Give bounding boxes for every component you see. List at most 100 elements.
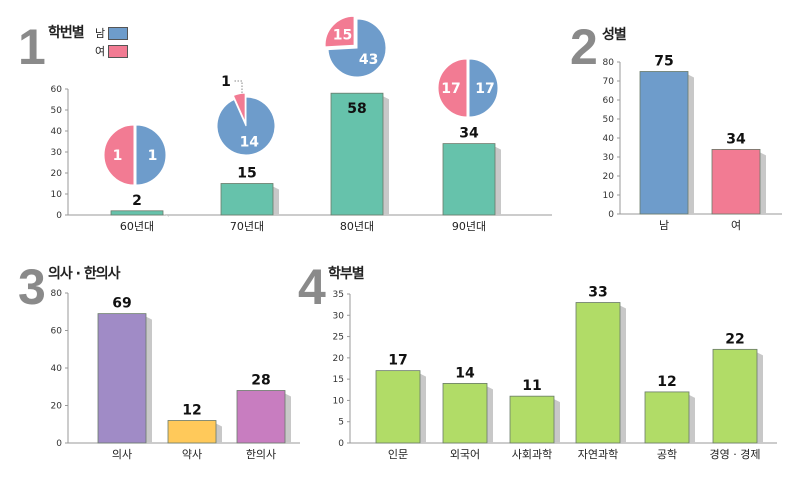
y-tick-label: 60	[51, 85, 63, 95]
y-tick-label: 15	[333, 375, 344, 385]
bar-shadow	[273, 186, 279, 215]
bar-value-label: 12	[657, 374, 676, 390]
y-tick-label: 0	[338, 439, 344, 449]
bar-shadow	[163, 213, 169, 217]
bar-shadow	[146, 316, 152, 443]
bar-value-label: 2	[132, 193, 142, 209]
y-tick-label: 40	[603, 134, 615, 144]
category-label: 60년대	[120, 220, 154, 233]
bar-shadow	[495, 146, 501, 215]
bar	[575, 302, 621, 444]
category-label: 여	[731, 219, 741, 232]
bar-shadow	[620, 305, 626, 443]
bar	[712, 348, 758, 444]
category-label: 외국어	[450, 448, 480, 461]
legend-male: 남	[95, 25, 129, 41]
pie-slice-female	[437, 58, 468, 118]
y-tick-label: 50	[51, 106, 63, 116]
section-number-2: 2	[570, 19, 598, 75]
bar-value-label: 11	[522, 378, 541, 394]
y-tick-label: 20	[333, 354, 345, 364]
pie-female-value: 15	[333, 27, 352, 43]
y-tick-label: 20	[603, 172, 615, 182]
section-number-1: 1	[18, 19, 46, 75]
bar-shadow	[757, 352, 763, 443]
bar-shadow	[285, 393, 291, 443]
pie-female-value: 1	[221, 74, 231, 90]
y-tick-label: 40	[51, 127, 63, 137]
category-label: 한의사	[246, 448, 276, 461]
bar-shadow	[688, 74, 694, 214]
bar	[167, 420, 217, 444]
bar-shadow	[383, 96, 389, 215]
y-tick-label: 0	[56, 439, 62, 449]
section-number-3: 3	[18, 259, 46, 315]
legend-male-label: 남	[95, 27, 106, 40]
pie-slice-male	[216, 96, 276, 156]
category-label: 사회과학	[512, 448, 552, 461]
category-label: 경영 · 경제	[710, 448, 761, 461]
legend-female-swatch	[108, 44, 129, 58]
y-tick-label: 30	[333, 311, 345, 321]
category-label: 공학	[657, 448, 677, 461]
pie-slice-male	[468, 58, 499, 118]
category-label: 인문	[388, 448, 408, 461]
pie-male-value: 17	[475, 81, 494, 97]
y-tick-label: 30	[603, 153, 615, 163]
bar	[97, 313, 147, 444]
bar	[711, 148, 761, 215]
chart-title-year: 학번별	[48, 25, 85, 41]
bar-shadow	[216, 423, 222, 443]
y-tick-label: 20	[51, 402, 63, 412]
bar	[375, 370, 421, 444]
bar	[330, 92, 384, 216]
y-tick-label: 60	[603, 96, 615, 106]
bar-shadow	[760, 152, 766, 214]
bar-value-label: 14	[455, 365, 475, 381]
chart-title-dept: 학부별	[328, 266, 365, 282]
bar-shadow	[487, 386, 493, 443]
bar-value-label: 33	[588, 285, 607, 301]
bar	[442, 382, 488, 444]
y-tick-label: 10	[603, 191, 615, 201]
y-tick-label: 10	[51, 190, 63, 200]
category-label: 자연과학	[578, 448, 618, 461]
pie-female-value: 17	[441, 81, 460, 97]
bar-value-label: 15	[237, 166, 256, 182]
y-tick-label: 80	[603, 58, 615, 68]
bar-value-label: 22	[725, 331, 744, 347]
pie-slice-female	[232, 92, 246, 123]
bar-value-label: 17	[388, 353, 407, 369]
legend-male-swatch	[108, 26, 129, 40]
legend-female: 여	[95, 43, 129, 59]
bar-value-label: 75	[654, 54, 673, 70]
category-label: 의사	[112, 448, 132, 461]
bar	[509, 395, 555, 444]
y-tick-label: 20	[51, 169, 63, 179]
pie-slice-female	[103, 124, 135, 186]
bar	[442, 143, 496, 216]
category-label: 80년대	[340, 220, 374, 233]
pie-male-value: 43	[359, 52, 378, 68]
bar-shadow	[420, 373, 426, 443]
pie-male-value: 1	[148, 148, 158, 164]
y-tick-label: 80	[51, 289, 63, 299]
bar-shadow	[554, 399, 560, 443]
bar	[220, 183, 274, 216]
y-tick-label: 10	[333, 396, 345, 406]
y-tick-label: 25	[333, 333, 344, 343]
bar-value-label: 34	[459, 126, 479, 142]
y-tick-label: 30	[51, 148, 63, 158]
pie-slice-male	[327, 18, 387, 78]
category-label: 남	[659, 219, 669, 232]
category-label: 70년대	[230, 220, 264, 233]
section-number-4: 4	[298, 259, 326, 315]
pie-callout-line	[234, 80, 243, 93]
pie-male-value: 14	[240, 135, 260, 151]
y-tick-label: 40	[51, 364, 63, 374]
chart-title-doctor: 의사 · 한의사	[48, 266, 120, 282]
y-tick-label: 50	[603, 115, 615, 125]
pie-slice-male	[135, 124, 167, 186]
